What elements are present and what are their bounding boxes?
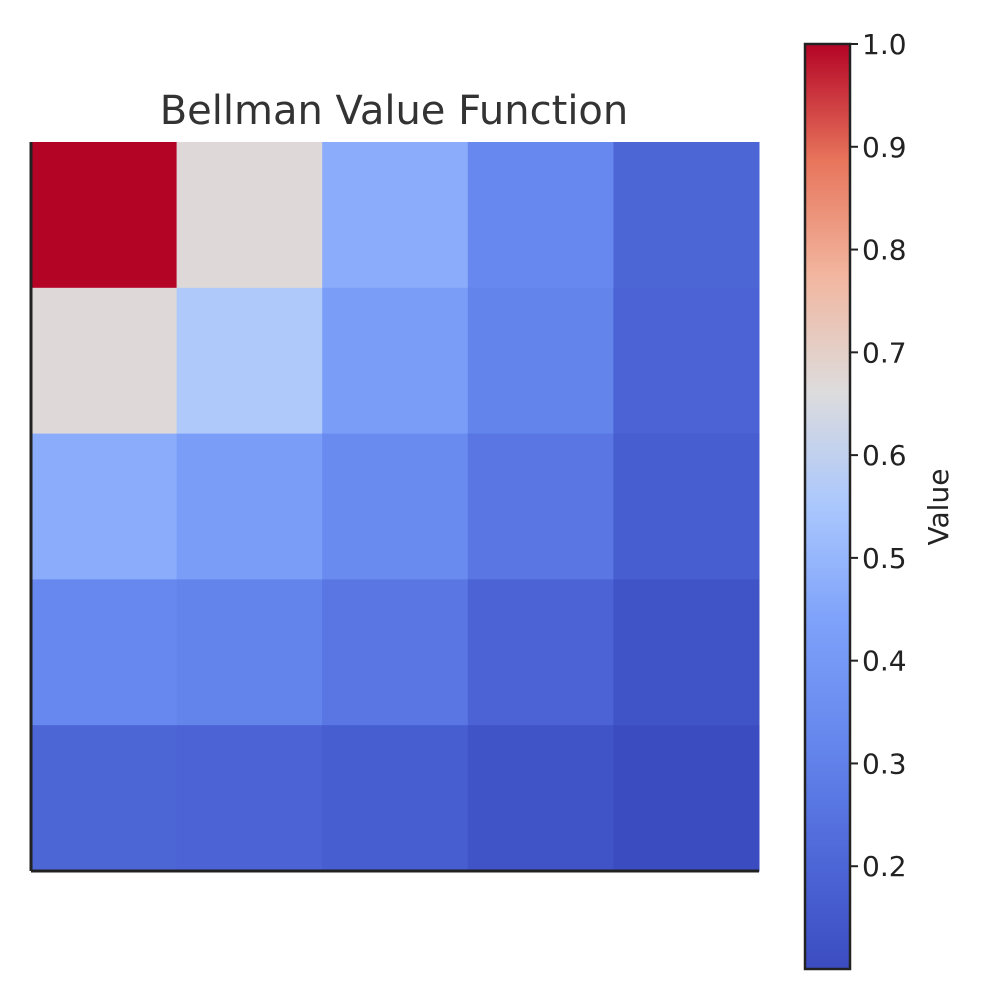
heatmap-cell [322,725,469,872]
heatmap-cell [467,579,614,726]
chart-title: Bellman Value Function [160,88,629,134]
heatmap-cell [322,433,469,580]
heatmap-grid [31,142,760,872]
heatmap-cell [467,142,614,289]
heatmap-cell [31,579,178,726]
heatmap-cell [31,142,178,289]
heatmap-cell [176,579,323,726]
heatmap-cell [467,433,614,580]
heatmap-cell [176,725,323,872]
heatmap-cell [322,579,469,726]
heatmap-cell [176,287,323,435]
colorbar-tick-label: 0.2 [862,850,907,883]
heatmap-cell [613,142,760,289]
heatmap-cell [467,725,614,872]
colorbar-tick-label: 0.7 [862,336,907,369]
colorbar-tick-label: 0.9 [862,131,907,164]
colorbar-label: Value [922,469,955,546]
colorbar-tick-label: 1.0 [862,28,907,61]
heatmap-cell [322,142,469,289]
heatmap-cell [31,725,178,872]
colorbar-tick-label: 0.6 [862,439,907,472]
colorbar-ticks: 0.2 0.3 0.4 0.5 0.6 0.7 0.8 0.9 1.0 [850,28,907,883]
colorbar-tick-label: 0.5 [862,542,907,575]
colorbar [803,42,852,971]
heatmap-cell [31,287,178,435]
heatmap-cell [613,433,760,580]
heatmap-cell [613,725,760,872]
colorbar-tick-label: 0.4 [862,645,907,678]
heatmap-cell [31,433,178,580]
colorbar-tick-label: 0.8 [862,234,907,267]
heatmap-cell [467,287,614,435]
heatmap-cell [322,287,469,435]
heatmap-cell [176,142,323,289]
heatmap-cell [613,579,760,726]
heatmap-cell [613,287,760,435]
heatmap-cell [176,433,323,580]
colorbar-tick-label: 0.3 [862,747,907,780]
